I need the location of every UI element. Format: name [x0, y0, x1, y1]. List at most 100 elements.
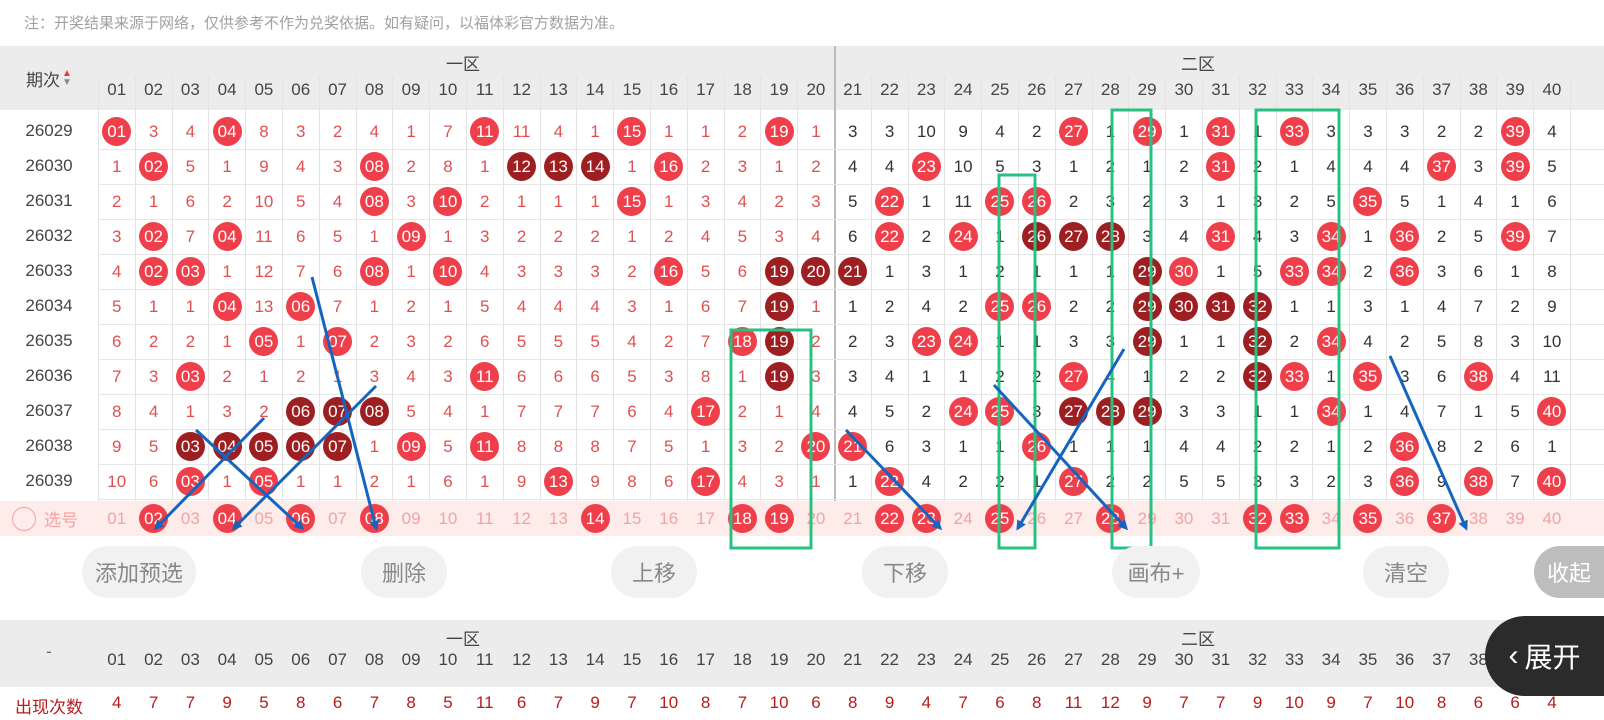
- selected-ball[interactable]: 37: [1427, 504, 1457, 533]
- selected-ball[interactable]: 25: [985, 504, 1015, 533]
- grid-cell: 1: [1326, 436, 1336, 456]
- move-down-button[interactable]: 下移: [862, 546, 948, 598]
- count-cell: 9: [590, 693, 600, 712]
- select-cell[interactable]: 40: [1542, 508, 1562, 528]
- number-header-cell: 11: [475, 80, 494, 99]
- select-cell[interactable]: 17: [696, 508, 715, 528]
- grid-cell: 6: [296, 226, 306, 246]
- grid-cell: 2: [1068, 191, 1079, 211]
- select-cell[interactable]: 10: [438, 508, 458, 528]
- select-cell[interactable]: 23: [908, 501, 946, 536]
- clear-button[interactable]: 清空: [1363, 546, 1449, 598]
- selected-ball[interactable]: 19: [764, 504, 794, 533]
- selected-ball[interactable]: 33: [1279, 504, 1309, 533]
- selected-ball[interactable]: 28: [1095, 504, 1125, 533]
- grid-cell: 34: [1312, 324, 1350, 359]
- canvas-plus-button[interactable]: 画布+: [1112, 546, 1200, 598]
- grid-cell: 1: [1510, 261, 1520, 281]
- column-divider: [245, 76, 247, 536]
- select-cell[interactable]: 05: [254, 508, 274, 528]
- grid-cell: 1: [222, 471, 232, 491]
- grid-cell: 3: [737, 436, 748, 456]
- select-cell[interactable]: 12: [512, 508, 531, 528]
- select-cell[interactable]: 01: [107, 508, 127, 528]
- period-column-header[interactable]: 期次 ▲ ▼: [0, 46, 98, 110]
- grid-cell: 1: [1216, 331, 1226, 351]
- selected-ball[interactable]: 23: [911, 504, 941, 533]
- select-cell[interactable]: 02: [135, 501, 173, 536]
- selected-ball[interactable]: 32: [1243, 504, 1273, 533]
- select-cell[interactable]: 34: [1321, 508, 1341, 528]
- select-cell[interactable]: 31: [1211, 508, 1231, 528]
- select-cell[interactable]: 30: [1174, 508, 1194, 528]
- select-cell[interactable]: 07: [328, 508, 347, 528]
- select-cell[interactable]: 16: [659, 508, 679, 528]
- delete-button[interactable]: 删除: [361, 546, 447, 598]
- number-header-cell: 21: [843, 650, 863, 669]
- select-cell[interactable]: 27: [1064, 508, 1083, 528]
- selected-ball[interactable]: 18: [727, 504, 757, 533]
- select-cell[interactable]: 33: [1276, 501, 1314, 536]
- select-cell[interactable]: 04: [208, 501, 246, 536]
- select-cell[interactable]: 08: [356, 501, 394, 536]
- grid-cell: 4: [737, 191, 748, 211]
- select-cell[interactable]: 29: [1137, 508, 1157, 528]
- select-cell[interactable]: 06: [282, 501, 320, 536]
- select-cell[interactable]: 21: [843, 508, 863, 528]
- selected-ball[interactable]: 06: [286, 504, 316, 533]
- select-cell[interactable]: 13: [548, 508, 568, 528]
- select-cell[interactable]: 19: [760, 501, 798, 536]
- grid-cell: 5: [884, 401, 895, 421]
- select-cell[interactable]: 35: [1349, 501, 1387, 536]
- grid-cell: 3: [1289, 226, 1300, 246]
- selected-ball[interactable]: 14: [580, 504, 610, 533]
- number-ball: 11: [470, 117, 500, 146]
- sort-icon[interactable]: ▲ ▼: [62, 68, 72, 88]
- count-cell: 11: [1064, 693, 1083, 712]
- select-cell[interactable]: 22: [871, 501, 909, 536]
- grid-cell: 08: [356, 394, 394, 429]
- select-cell[interactable]: 24: [953, 508, 973, 528]
- selected-ball[interactable]: 35: [1353, 504, 1383, 533]
- collapse-button[interactable]: 收起: [1534, 546, 1604, 598]
- grid-cell: 05: [245, 429, 283, 464]
- number-ball: 16: [654, 257, 684, 286]
- selected-ball[interactable]: 02: [139, 504, 169, 533]
- grid-cell: 4: [406, 366, 416, 386]
- select-cell[interactable]: 15: [622, 508, 642, 528]
- number-header-cell: 28: [1100, 650, 1120, 669]
- select-cell[interactable]: 36: [1395, 508, 1415, 528]
- grid-cell: 2: [1363, 261, 1373, 281]
- move-up-button[interactable]: 上移: [611, 546, 697, 598]
- select-cell[interactable]: 18: [724, 501, 762, 536]
- select-cell[interactable]: 20: [806, 508, 826, 528]
- select-cell[interactable]: 09: [401, 508, 421, 528]
- selected-ball[interactable]: 04: [212, 504, 242, 533]
- radio-circle-icon[interactable]: [12, 506, 36, 531]
- selected-ball[interactable]: 22: [875, 504, 905, 533]
- select-cell[interactable]: 37: [1423, 501, 1461, 536]
- select-cell[interactable]: 25: [981, 501, 1019, 536]
- add-preselect-button[interactable]: 添加预选: [82, 546, 196, 598]
- select-cell[interactable]: 26: [1027, 508, 1047, 528]
- number-ball: 31: [1206, 117, 1236, 146]
- number-header-cell: 05: [254, 80, 274, 99]
- number-header-cell: 32: [1248, 650, 1267, 669]
- grid-cell: 26: [1018, 289, 1056, 324]
- grid-cell: 4: [1400, 156, 1410, 176]
- select-row-label[interactable]: 选号: [12, 506, 78, 531]
- select-cell[interactable]: 39: [1505, 508, 1525, 528]
- number-header-cell: 03: [180, 650, 200, 669]
- number-ball: 17: [691, 397, 721, 426]
- select-cell[interactable]: 14: [576, 501, 614, 536]
- number-ball: 25: [985, 292, 1015, 321]
- select-cell[interactable]: 28: [1092, 501, 1130, 536]
- select-cell[interactable]: 32: [1239, 501, 1277, 536]
- column-divider: [834, 46, 836, 506]
- select-cell[interactable]: 03: [180, 508, 200, 528]
- select-cell[interactable]: 38: [1468, 508, 1488, 528]
- select-cell[interactable]: 11: [475, 508, 494, 528]
- selected-ball[interactable]: 08: [359, 504, 389, 533]
- number-ball: 22: [875, 222, 905, 251]
- expand-button[interactable]: ‹ 展开: [1485, 616, 1604, 696]
